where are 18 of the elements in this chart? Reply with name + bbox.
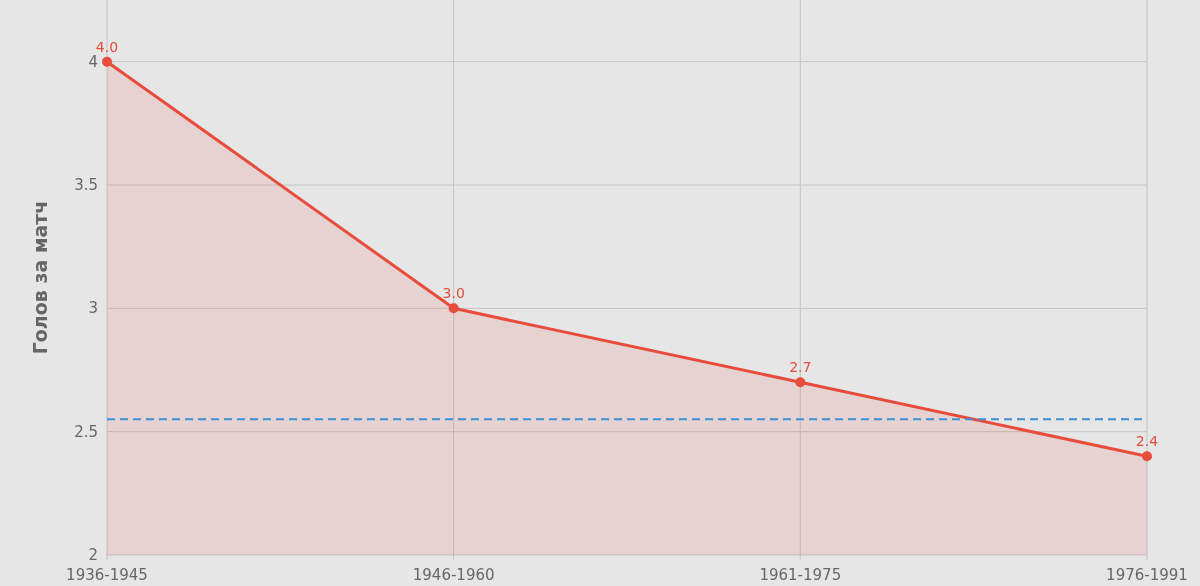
point [1142,451,1152,462]
data-label: 2.7 [789,359,812,376]
y-tick-label: 2.5 [74,422,98,441]
y-tick-label: 3.5 [74,176,98,194]
y-tick-label: 2 [88,546,98,564]
data-label: 2.4 [1135,433,1159,450]
y-tick-label: 4 [88,52,98,71]
x-tick-label: 1976-1991 [1106,566,1188,584]
x-tick-label: 1936-1945 [66,566,148,584]
data-label: 3.0 [442,285,465,302]
point [795,377,806,388]
x-tick-label: 1946-1960 [412,566,495,584]
point [448,303,459,314]
data-label: 4.0 [95,38,119,55]
y-axis-title: Голов за матч [29,200,51,355]
y-tick-label: 3 [88,299,98,318]
x-tick-label: 1961-1975 [759,566,842,584]
point [102,56,112,67]
